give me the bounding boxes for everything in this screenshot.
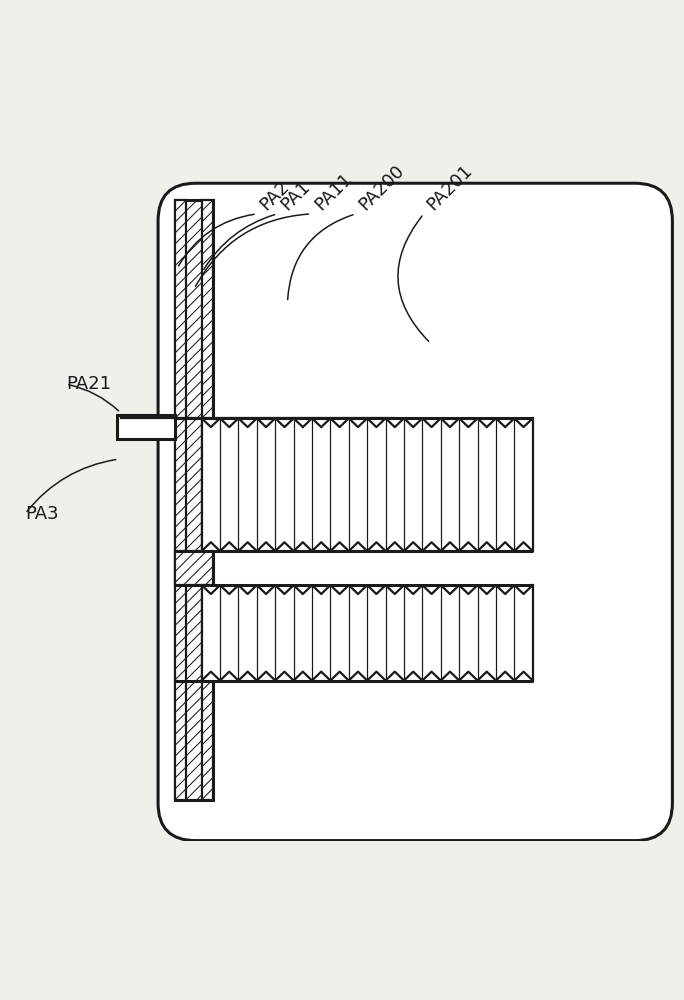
Bar [175, 200, 186, 800]
Bar [202, 585, 533, 681]
Text: PA1: PA1 [277, 177, 314, 214]
Bar [202, 200, 213, 800]
FancyBboxPatch shape [158, 183, 672, 841]
Text: PA201: PA201 [424, 161, 476, 214]
Text: PA3: PA3 [25, 505, 59, 523]
Bar [117, 415, 175, 439]
Text: PA2: PA2 [257, 177, 293, 214]
Bar [175, 551, 213, 585]
Text: PA200: PA200 [356, 161, 408, 214]
Bar [175, 200, 213, 800]
Text: PA21: PA21 [66, 375, 111, 393]
Text: PA11: PA11 [311, 169, 356, 214]
Bar [202, 418, 533, 551]
